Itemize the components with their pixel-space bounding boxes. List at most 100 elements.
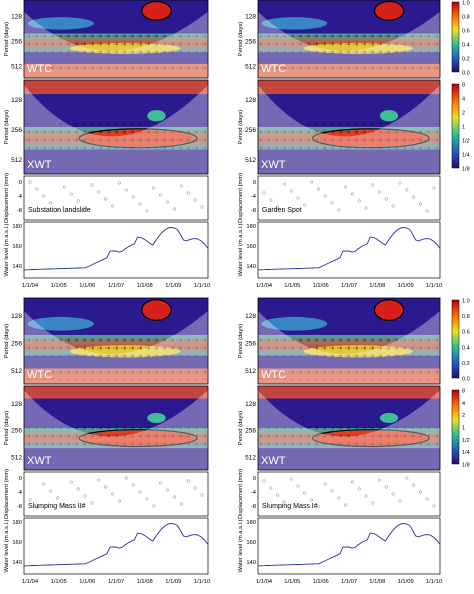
significance-contour	[373, 0, 405, 21]
colorbar-tick-label: 1/8	[462, 463, 470, 469]
water-tick-label: 140	[246, 264, 256, 270]
displacement-point	[276, 493, 280, 497]
displacement-point	[172, 207, 177, 211]
wtc-label: WTC	[27, 369, 52, 381]
displacement-axis-label: Displacement (mm)	[4, 469, 10, 519]
displacement-point	[391, 204, 395, 208]
displacement-point	[111, 492, 115, 496]
x-tick-label: 1/1/09	[398, 579, 414, 585]
period-tick-label: 512	[245, 368, 256, 375]
displacement-point	[35, 505, 39, 509]
x-tick-label: 1/1/09	[165, 579, 181, 585]
period-tick-label: 128	[245, 401, 256, 408]
displacement-point	[35, 187, 39, 191]
displacement-point	[62, 185, 66, 189]
x-tick-label: 1/1/05	[284, 579, 300, 585]
power-strip	[24, 80, 208, 95]
displacement-tick-label: -4	[251, 490, 257, 496]
water-level-frame	[23, 221, 209, 279]
displacement-point	[364, 206, 368, 210]
displacement-point	[432, 504, 436, 508]
period-tick-label: 512	[11, 64, 22, 71]
coherence-hotspot	[374, 1, 404, 21]
panel-3: WTC 128 256 512 XWT 128 256 512 Period (days) Per…	[4, 297, 210, 585]
phase-arrows	[24, 35, 208, 75]
wtc-label: WTC	[27, 63, 52, 75]
heatmap-frame	[23, 79, 209, 175]
displacement-point	[357, 487, 361, 491]
displacement-point	[337, 208, 341, 212]
displacement-point	[55, 208, 60, 212]
coherence-patch	[27, 316, 94, 331]
wtc-label: WTC	[261, 369, 286, 381]
displacement-point	[179, 502, 183, 506]
water-tick-label: 180	[12, 520, 22, 526]
phase-arrows	[24, 122, 208, 170]
water-tick-label: 160	[246, 244, 256, 250]
x-tick-label: 1/1/04	[22, 579, 39, 585]
water-tick-label: 140	[12, 560, 22, 566]
displacement-tick-label: -8	[251, 208, 256, 214]
xwt-label: XWT	[27, 455, 52, 467]
displacement-point	[55, 496, 60, 500]
panel-name: Garden Spot	[262, 207, 302, 214]
displacement-point	[186, 191, 190, 195]
displacement-point	[262, 479, 266, 483]
displacement-tick-label: -4	[17, 194, 23, 200]
power-patch	[379, 412, 399, 423]
displacement-point	[76, 487, 80, 491]
displacement-point	[412, 483, 416, 487]
period-axis-label: Period (days)	[4, 411, 10, 446]
displacement-frame	[257, 175, 441, 221]
x-tick-label: 1/1/09	[165, 283, 181, 289]
coherence-patch	[261, 17, 328, 30]
significance-contour	[141, 0, 172, 21]
displacement-point	[76, 199, 80, 203]
water-level-axis-label: Water level (m a.s.l.)	[238, 519, 244, 572]
period-tick-label: 256	[245, 428, 256, 435]
phase-arrows	[24, 423, 208, 466]
colorbar-tick-label: 8	[462, 389, 465, 395]
displacement-point	[344, 503, 348, 507]
colorbar-tick-label: 1.0	[462, 299, 470, 305]
displacement-point	[323, 194, 327, 198]
displacement-point	[131, 483, 135, 487]
displacement-point	[42, 194, 46, 198]
displacement-point	[378, 478, 382, 482]
displacement-point	[316, 505, 320, 509]
water-level-line	[257, 227, 441, 271]
power-patch	[379, 110, 399, 122]
displacement-point	[289, 189, 293, 193]
x-tick-label: 1/1/07	[341, 579, 357, 585]
displacement-point	[117, 499, 121, 503]
displacement-point	[398, 499, 402, 503]
period-axis-label: Period (days)	[238, 22, 244, 57]
colorbar-tick-label: 1/2	[462, 438, 470, 444]
displacement-point	[432, 186, 436, 190]
displacement-point	[310, 180, 314, 184]
x-tick-label: 1/1/07	[108, 579, 124, 585]
displacement-point	[405, 476, 409, 480]
displacement-point	[276, 205, 280, 209]
colorbar-tick-label: 0.4	[462, 43, 470, 49]
displacement-point	[357, 199, 361, 203]
x-tick-label: 1/1/06	[313, 579, 329, 585]
displacement-point	[316, 187, 320, 191]
displacement-point	[104, 197, 108, 201]
x-tick-label: 1/1/08	[137, 579, 153, 585]
xwt-label: XWT	[27, 159, 52, 171]
displacement-point	[350, 480, 354, 484]
period-axis-label: Period (days)	[238, 110, 244, 145]
colorbar-tick-label: 8	[462, 83, 465, 89]
period-tick-label: 512	[11, 368, 22, 375]
cone-of-influence	[24, 0, 208, 78]
x-tick-label: 1/1/08	[369, 283, 385, 289]
displacement-point	[49, 489, 53, 493]
displacement-point	[166, 200, 170, 204]
colorbar-tick-label: 1/4	[462, 153, 470, 159]
colorbar	[451, 389, 460, 465]
x-tick-label: 1/1/08	[369, 579, 385, 585]
xwt-label: XWT	[261, 455, 286, 467]
displacement-axis-label: Displacement (mm)	[238, 173, 244, 223]
period-tick-label: 256	[245, 341, 256, 348]
